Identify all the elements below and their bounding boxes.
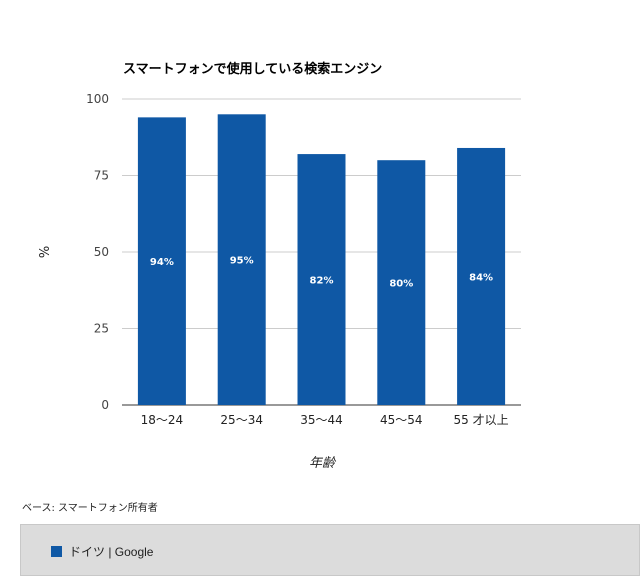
bar-data-label: 82% — [310, 276, 334, 287]
bars: 94% 95% 82% 80% 84% — [137, 114, 506, 406]
x-axis-title: 年齢 — [309, 456, 337, 471]
chart-title: スマートフォンで使用している検索エンジン — [123, 62, 383, 77]
y-tick-label: 100 — [86, 92, 109, 106]
y-tick-label: 0 — [101, 398, 109, 412]
bar — [217, 114, 266, 406]
bar-data-label: 95% — [230, 256, 254, 267]
y-axis-title: % — [38, 246, 53, 258]
legend: ドイツ | Google — [20, 524, 640, 576]
x-tick-label: 18〜24 — [141, 413, 184, 427]
bar — [137, 117, 186, 406]
bar-chart: 94% 95% 82% 80% 84% 0 25 50 75 100 18〜24 25〜34 35〜4… — [38, 92, 521, 471]
x-tick-label: 55 才以上 — [454, 413, 509, 427]
bar — [377, 160, 426, 405]
y-tick-label: 75 — [94, 169, 109, 183]
legend-swatch — [51, 546, 62, 557]
base-note: ベース: スマートフォン所有者 — [22, 503, 158, 514]
x-tick-label: 25〜34 — [220, 413, 263, 427]
bar-data-label: 94% — [150, 257, 174, 268]
bar — [457, 147, 506, 405]
bar-data-label: 80% — [389, 279, 413, 290]
y-tick-label: 50 — [94, 245, 109, 259]
legend-label: ドイツ | Google — [69, 545, 154, 559]
bar-data-label: 84% — [469, 272, 493, 283]
tick-labels: 0 25 50 75 100 18〜24 25〜34 35〜44 45〜54 55 才以上 — [86, 92, 509, 427]
x-tick-label: 45〜54 — [380, 413, 423, 427]
x-tick-label: 35〜44 — [300, 413, 343, 427]
bar — [297, 154, 346, 405]
y-tick-label: 25 — [94, 322, 109, 336]
